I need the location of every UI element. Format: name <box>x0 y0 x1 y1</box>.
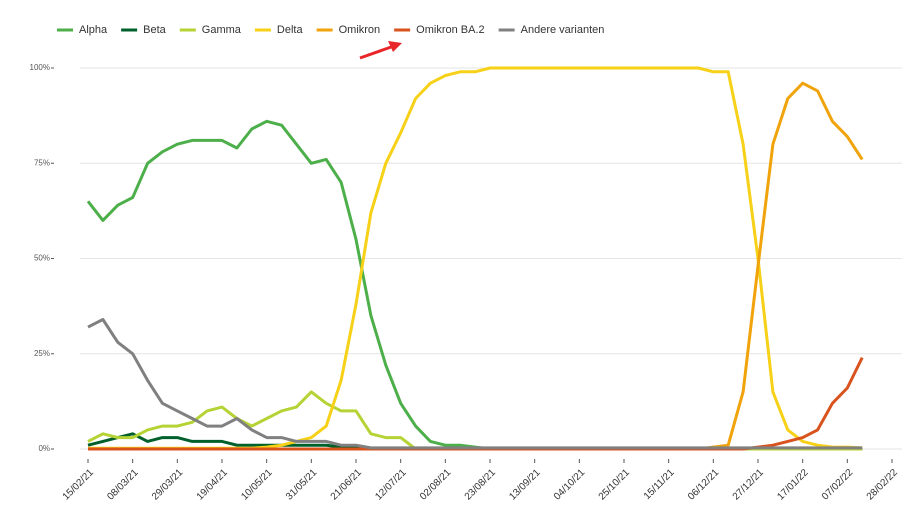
x-tick-label: 15/02/21 <box>61 467 97 503</box>
x-tick-label: 12/07/21 <box>373 467 409 503</box>
x-tick-label: 29/03/21 <box>150 467 186 503</box>
x-tick-label: 31/05/21 <box>284 467 320 503</box>
series-line <box>87 318 863 450</box>
x-tick-label: 17/01/22 <box>775 467 811 503</box>
x-tick-label: 07/02/22 <box>820 467 856 503</box>
x-tick-label: 06/12/21 <box>686 467 722 503</box>
legend-label: Delta <box>277 24 304 36</box>
annotation-arrow <box>359 41 402 60</box>
y-tick-label: 0% <box>38 444 50 453</box>
y-tick-label: 50% <box>34 254 50 263</box>
x-tick-label: 15/11/21 <box>642 467 677 502</box>
x-tick-label: 02/08/21 <box>418 467 454 503</box>
x-tick-label: 23/08/21 <box>463 467 499 503</box>
legend-label: Alpha <box>79 24 108 36</box>
x-tick-label: 13/09/21 <box>507 467 543 503</box>
y-tick-label: 25% <box>34 349 50 358</box>
legend-label: Andere varianten <box>521 24 605 36</box>
legend-label: Beta <box>143 24 167 36</box>
y-tick-label: 75% <box>34 158 50 167</box>
x-tick-label: 21/06/21 <box>329 467 365 503</box>
x-tick-label: 04/10/21 <box>552 467 588 503</box>
y-tick-label: 100% <box>30 63 50 72</box>
series-line <box>88 81 864 451</box>
legend-label: Gamma <box>202 24 242 36</box>
x-tick-label: 25/10/21 <box>597 467 633 503</box>
x-tick-label: 28/02/22 <box>865 467 901 503</box>
x-tick-label: 27/12/21 <box>731 467 767 503</box>
legend-label: Omikron BA.2 <box>416 24 484 36</box>
x-tick-label: 08/03/21 <box>105 467 141 503</box>
legend-label: Omikron <box>339 24 381 36</box>
x-tick-label: 19/04/21 <box>195 467 231 503</box>
x-tick-label: 10/05/21 <box>239 467 275 503</box>
